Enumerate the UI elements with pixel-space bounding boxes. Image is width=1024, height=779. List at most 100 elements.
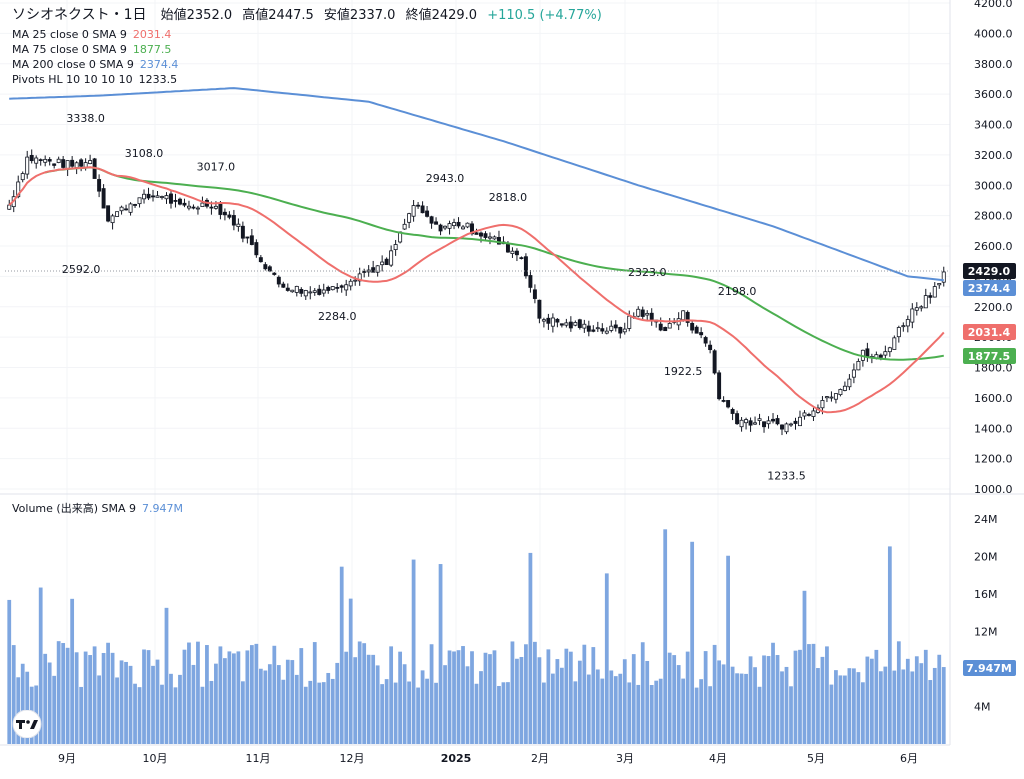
- volume-axis[interactable]: 24M 20M 16M 12M 4M: [974, 513, 998, 714]
- candle-body: [240, 225, 245, 239]
- candle-body: [532, 289, 537, 299]
- candle-body: [137, 197, 142, 205]
- candle-body: [348, 280, 353, 287]
- pivot-labels: 3338.0 2592.0 3108.0 3017.0 2284.0 2943.0 2818…: [62, 112, 806, 483]
- candle-body: [735, 413, 740, 425]
- candle-body: [416, 204, 421, 207]
- candle-body: [757, 418, 762, 421]
- candle-body: [213, 205, 218, 209]
- candle-body: [88, 160, 93, 165]
- candle-body: [411, 205, 416, 217]
- candle-body: [47, 159, 52, 162]
- price-tag-label: 2429.0: [968, 265, 1011, 278]
- volume-bar: [389, 646, 394, 744]
- candle-body: [806, 414, 811, 416]
- pivot-label: 3017.0: [197, 161, 236, 174]
- volume-bar: [654, 680, 659, 744]
- volume-bar: [56, 641, 61, 744]
- indicator-ma25[interactable]: MA 25 close 0 SMA 9 2031.4: [12, 28, 171, 42]
- ma200-line: [9, 87, 944, 282]
- volume-bar: [789, 686, 793, 744]
- volume-bar: [276, 665, 281, 744]
- ohlc-values: 始値2352.0 高値2447.5 安値2337.0 終値2429.0 +110…: [161, 8, 608, 23]
- indicator-ma200[interactable]: MA 200 close 0 SMA 9 2374.4: [12, 58, 178, 72]
- indicator-ma75[interactable]: MA 75 close 0 SMA 9 1877.5: [12, 43, 171, 57]
- volume-bar: [577, 660, 582, 744]
- time-axis-label: 6月: [900, 752, 918, 765]
- volume-bar: [393, 682, 398, 744]
- volume-bar: [362, 643, 367, 744]
- candle-body: [344, 284, 349, 291]
- candle-body: [443, 225, 448, 229]
- volume-legend[interactable]: Volume (出来高) SMA 9 7.947M: [12, 502, 183, 516]
- volume-bar: [766, 656, 771, 744]
- price-tag: 1877.5: [963, 348, 1016, 364]
- candle-body: [582, 323, 587, 329]
- volume-bar: [452, 651, 456, 744]
- volume-bar: [856, 672, 861, 744]
- volume-bar: [416, 687, 420, 744]
- volume-bar: [681, 678, 686, 744]
- volume-bar: [146, 650, 151, 744]
- price-axis[interactable]: 4200.0 4000.0 3800.0 3600.0 3400.0 3200.0 3000…: [974, 0, 1013, 496]
- candle-body: [124, 208, 129, 211]
- volume-bar: [335, 662, 340, 744]
- volume-bar: [896, 641, 901, 744]
- volume-bar: [353, 657, 358, 744]
- volume-bar: [838, 675, 843, 744]
- candle-body: [510, 250, 515, 254]
- candle-body: [236, 223, 241, 227]
- volume-bar: [510, 641, 515, 744]
- pivot-label: 1922.5: [664, 365, 703, 378]
- volume-bar: [303, 686, 308, 744]
- candle-body: [330, 286, 335, 291]
- candle-body: [128, 203, 133, 213]
- candle-body: [604, 330, 609, 334]
- candle-body: [811, 410, 816, 417]
- indicator-value: 2031.4: [132, 28, 172, 41]
- candle-body: [209, 206, 214, 209]
- candle-body: [802, 412, 807, 417]
- volume-bar: [465, 666, 470, 744]
- candle-body: [285, 287, 290, 291]
- price-tag-label: 2374.4: [968, 282, 1011, 295]
- volume-bar: [497, 685, 501, 744]
- volume-bar: [20, 663, 25, 744]
- candle-body: [178, 198, 182, 205]
- volume-bar: [88, 655, 93, 744]
- candle-body: [353, 279, 358, 282]
- candle-body: [627, 315, 632, 329]
- volume-bar: [793, 650, 798, 744]
- candle-body: [249, 235, 254, 245]
- volume-bar: [914, 656, 919, 744]
- indicator-label: MA 25 close 0 SMA 9: [12, 28, 127, 41]
- volume-bar: [52, 675, 57, 744]
- indicator-value: 2374.4: [139, 58, 179, 71]
- symbol-title[interactable]: ソシオネクスト・1日: [12, 7, 147, 23]
- price-tick-label: 3200.0: [974, 149, 1013, 162]
- candle-body: [667, 323, 672, 329]
- volume-bar: [622, 659, 627, 744]
- volume-bar: [762, 655, 766, 744]
- candle-body: [470, 223, 474, 235]
- indicator-pivots[interactable]: Pivots HL 10 10 10 10 1233.5: [12, 73, 177, 87]
- time-axis[interactable]: 9月 10月 11月 12月 2025 2月 3月 4月 5月 6月: [58, 752, 918, 765]
- volume-bar: [267, 664, 272, 744]
- volume-bar: [717, 660, 721, 744]
- price-tick-label: 3400.0: [974, 119, 1013, 132]
- volume-bar: [780, 671, 784, 744]
- volume-bar: [533, 641, 537, 744]
- candle-body: [258, 257, 263, 263]
- volume-bar: [456, 650, 461, 744]
- candle-body: [896, 327, 901, 338]
- pivot-label: 2818.0: [489, 191, 528, 204]
- volume-bar: [595, 669, 600, 744]
- time-axis-label: 3月: [616, 752, 634, 765]
- tradingview-logo-icon[interactable]: [10, 710, 44, 738]
- candle-body: [555, 318, 560, 323]
- candle-body: [528, 275, 533, 288]
- symbol-header[interactable]: ソシオネクスト・1日 始値2352.0 高値2447.5 安値2337.0 終値…: [12, 8, 608, 23]
- candle-body: [838, 389, 843, 396]
- volume-bar: [124, 661, 128, 744]
